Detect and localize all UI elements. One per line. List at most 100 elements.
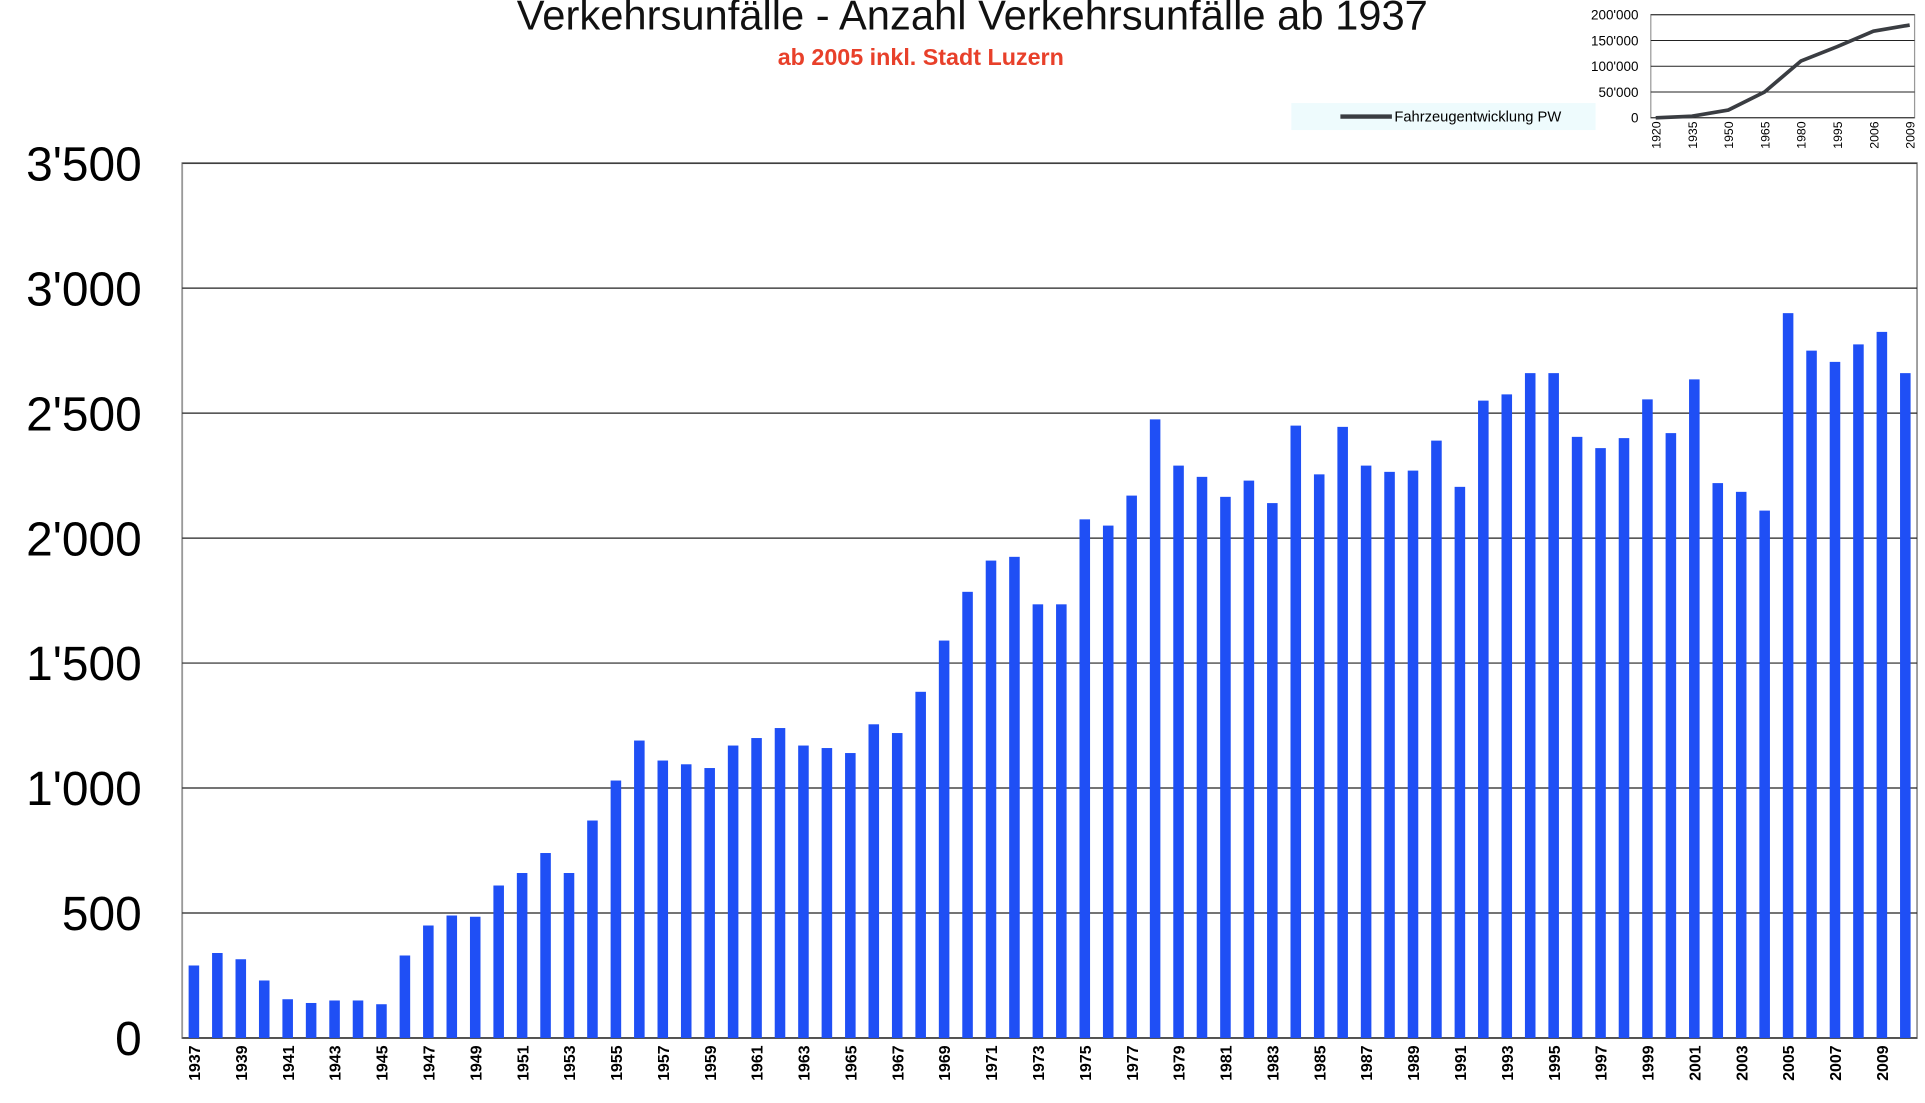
x-tick-label: 1965 bbox=[843, 1045, 860, 1081]
bar bbox=[845, 753, 856, 1038]
plot-frame bbox=[181, 162, 1918, 1039]
y-tick-label: 200'000 bbox=[1591, 8, 1639, 23]
y-tick-label: 0 bbox=[1631, 111, 1639, 126]
bar bbox=[1126, 495, 1137, 1038]
bar bbox=[1056, 604, 1067, 1038]
x-tick-label: 1941 bbox=[281, 1045, 298, 1081]
x-tick-label: 1939 bbox=[234, 1045, 251, 1081]
x-tick-label: 1985 bbox=[1312, 1045, 1329, 1081]
bar bbox=[1571, 436, 1583, 1038]
x-tick-label: 1981 bbox=[1219, 1045, 1236, 1081]
x-tick-label: 1935 bbox=[1686, 121, 1700, 148]
bar bbox=[540, 853, 551, 1038]
x-tick-label: 1965 bbox=[1758, 121, 1772, 148]
bar bbox=[399, 955, 411, 1038]
bar bbox=[774, 728, 786, 1038]
bar bbox=[1759, 510, 1770, 1038]
bar bbox=[1853, 344, 1864, 1038]
bar bbox=[868, 724, 880, 1038]
x-tick-label: 1995 bbox=[1831, 121, 1845, 148]
x-tick-label: 1969 bbox=[937, 1045, 954, 1081]
bar bbox=[563, 873, 575, 1038]
bar bbox=[985, 560, 997, 1038]
x-tick-label: 1920 bbox=[1650, 121, 1664, 148]
bar bbox=[423, 925, 434, 1038]
chart-title: Verkehrsunfälle - Anzahl Verkehrsunfälle… bbox=[517, 0, 1428, 38]
x-tick-label: 1983 bbox=[1265, 1045, 1282, 1081]
x-tick-label: 1993 bbox=[1500, 1045, 1517, 1081]
y-tick-label: 500 bbox=[62, 888, 142, 941]
bar bbox=[1009, 556, 1020, 1038]
bar bbox=[727, 745, 739, 1038]
bar bbox=[1079, 519, 1091, 1038]
x-tick-label: 1997 bbox=[1594, 1045, 1611, 1081]
bar bbox=[751, 738, 762, 1038]
x-tick-label: 1991 bbox=[1453, 1045, 1470, 1081]
x-tick-label: 1975 bbox=[1078, 1045, 1095, 1081]
x-tick-label: 1951 bbox=[515, 1045, 532, 1081]
bar bbox=[1501, 394, 1513, 1038]
bar bbox=[1431, 440, 1442, 1038]
bar bbox=[188, 965, 200, 1038]
x-tick-label: 1957 bbox=[656, 1045, 673, 1081]
bar bbox=[305, 1002, 317, 1038]
bar bbox=[1196, 476, 1208, 1038]
y-tick-label: 2'500 bbox=[26, 388, 142, 441]
bar bbox=[1407, 470, 1419, 1038]
bar bbox=[1102, 525, 1114, 1038]
bar bbox=[1548, 373, 1559, 1038]
bar bbox=[516, 873, 528, 1038]
x-tick-label: 2009 bbox=[1875, 1045, 1892, 1081]
bar bbox=[915, 691, 926, 1038]
x-tick-label: 1959 bbox=[703, 1045, 720, 1081]
bar bbox=[1524, 373, 1536, 1038]
x-tick-label: 1955 bbox=[609, 1045, 626, 1081]
bar bbox=[1595, 448, 1606, 1038]
bar bbox=[1032, 604, 1044, 1038]
bar bbox=[212, 952, 223, 1038]
bar bbox=[1454, 486, 1466, 1038]
bar bbox=[376, 1004, 387, 1038]
chart-subtitle: ab 2005 inkl. Stadt Luzern bbox=[778, 44, 1064, 70]
bar bbox=[446, 915, 458, 1038]
bar bbox=[610, 780, 622, 1038]
bar bbox=[1712, 483, 1724, 1038]
x-tick-label: 1995 bbox=[1547, 1045, 1564, 1081]
bar bbox=[680, 764, 692, 1038]
bar bbox=[821, 748, 833, 1038]
bar bbox=[1313, 474, 1325, 1038]
x-tick-label: 1987 bbox=[1359, 1045, 1376, 1081]
bar bbox=[1806, 350, 1817, 1038]
x-tick-label: 1937 bbox=[187, 1045, 204, 1081]
x-tick-label: 2009 bbox=[1904, 121, 1918, 148]
x-tick-label: 1999 bbox=[1641, 1045, 1658, 1081]
x-tick-label: 1950 bbox=[1722, 121, 1736, 148]
x-tick-label: 2007 bbox=[1828, 1045, 1845, 1081]
bar bbox=[1290, 425, 1302, 1038]
bar bbox=[1735, 491, 1747, 1038]
x-tick-label: 2001 bbox=[1687, 1045, 1704, 1081]
bar bbox=[634, 740, 645, 1038]
y-tick-label: 100'000 bbox=[1591, 59, 1639, 74]
bar bbox=[1360, 465, 1372, 1038]
bar bbox=[798, 745, 809, 1038]
x-tick-label: 1953 bbox=[562, 1045, 579, 1081]
bar bbox=[938, 640, 950, 1038]
bar bbox=[1173, 465, 1184, 1038]
x-tick-label: 1967 bbox=[890, 1045, 907, 1081]
x-tick-label: 1989 bbox=[1406, 1045, 1423, 1081]
bar bbox=[469, 916, 481, 1038]
bar bbox=[704, 768, 715, 1038]
x-tick-label: 1943 bbox=[328, 1045, 345, 1081]
x-tick-label: 1949 bbox=[468, 1045, 485, 1081]
y-tick-label: 3'500 bbox=[26, 138, 142, 191]
x-tick-label: 1973 bbox=[1031, 1045, 1048, 1081]
bar bbox=[1220, 496, 1231, 1038]
x-tick-label: 2003 bbox=[1734, 1045, 1751, 1081]
y-tick-label: 0 bbox=[115, 1013, 142, 1066]
bar bbox=[235, 959, 247, 1038]
y-tick-label: 2'000 bbox=[26, 513, 142, 566]
x-tick-label: 1945 bbox=[375, 1045, 392, 1081]
bar bbox=[1876, 331, 1888, 1038]
